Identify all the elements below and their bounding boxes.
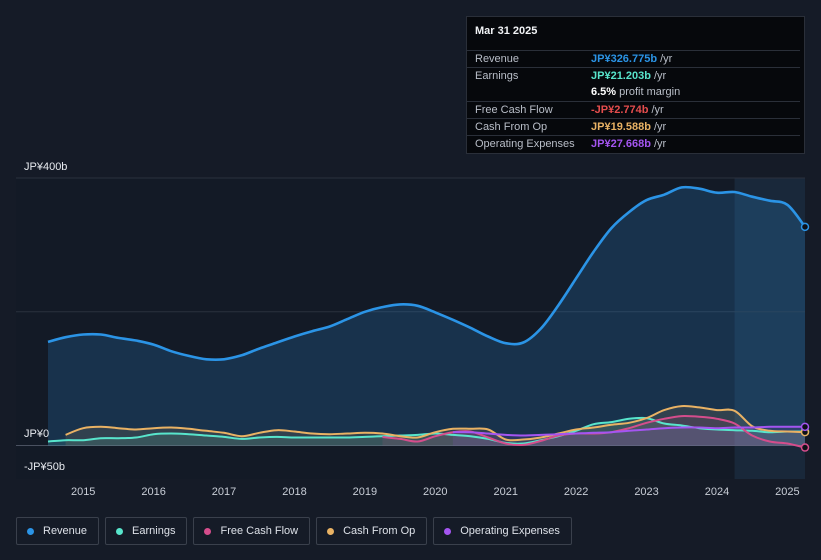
tooltip-label: Revenue bbox=[475, 53, 520, 65]
x-tick-label: 2020 bbox=[423, 486, 447, 498]
legend-label: Free Cash Flow bbox=[220, 525, 299, 537]
tooltip-value: 6.5% profit margin bbox=[591, 86, 681, 98]
legend-dot-icon bbox=[116, 527, 124, 535]
legend-item-earnings[interactable]: Earnings bbox=[105, 517, 188, 545]
legend-label: Cash From Op bbox=[343, 525, 416, 537]
operating-expenses-end-marker bbox=[800, 422, 810, 432]
earnings-line bbox=[47, 416, 806, 445]
tooltip-row-earnings: Earnings JP¥21.203b/yr bbox=[467, 67, 800, 85]
x-tick-label: 2019 bbox=[353, 486, 377, 498]
x-tick-label: 2024 bbox=[705, 486, 729, 498]
data-tooltip: Mar 31 2025 Revenue JP¥326.775b/yr Earni… bbox=[466, 16, 805, 154]
legend-label: Revenue bbox=[43, 525, 88, 537]
legend-item-revenue[interactable]: Revenue bbox=[16, 517, 100, 545]
tooltip-value: JP¥326.775b/yr bbox=[591, 53, 673, 65]
revenue-area bbox=[48, 187, 805, 446]
x-tick-label: 2018 bbox=[282, 486, 306, 498]
tooltip-row-margin: 6.5% profit margin bbox=[467, 84, 800, 101]
revenue-line bbox=[47, 185, 807, 362]
legend-item-free-cash-flow[interactable]: Free Cash Flow bbox=[193, 517, 311, 545]
tooltip-value: -JP¥2.774b/yr bbox=[591, 104, 664, 116]
tooltip-label: Earnings bbox=[475, 70, 519, 82]
tooltip-value: JP¥21.203b/yr bbox=[591, 70, 667, 82]
tooltip-row-revenue: Revenue JP¥326.775b/yr bbox=[467, 50, 800, 68]
x-tick-label: 2017 bbox=[212, 486, 236, 498]
legend-item-cash-from-op[interactable]: Cash From Op bbox=[316, 517, 428, 545]
x-tick-label: 2015 bbox=[71, 486, 95, 498]
free-cash-flow-end-marker bbox=[800, 443, 810, 452]
legend-label: Earnings bbox=[132, 525, 176, 537]
legend-dot-icon bbox=[204, 527, 212, 535]
tooltip-value: JP¥19.588b/yr bbox=[591, 121, 667, 133]
tooltip-label: Free Cash Flow bbox=[475, 104, 553, 116]
x-tick-label: 2023 bbox=[634, 486, 658, 498]
past-data-shading bbox=[734, 178, 805, 479]
tooltip-label: Cash From Op bbox=[475, 121, 548, 133]
tooltip-row-fcf: Free Cash Flow -JP¥2.774b/yr bbox=[467, 101, 800, 119]
tooltip-row-cfo: Cash From Op JP¥19.588b/yr bbox=[467, 118, 800, 136]
y-label-bottom: -JP¥50b bbox=[24, 461, 65, 473]
cash-from-op-line bbox=[65, 404, 806, 442]
legend-dot-icon bbox=[444, 527, 452, 535]
chart-legend: Revenue Earnings Free Cash Flow Cash Fro… bbox=[16, 517, 572, 547]
legend-dot-icon bbox=[327, 527, 335, 535]
x-tick-label: 2021 bbox=[493, 486, 517, 498]
revenue-end-marker bbox=[800, 222, 810, 232]
y-label-zero: JP¥0 bbox=[24, 428, 50, 440]
tooltip-label: Operating Expenses bbox=[475, 138, 575, 150]
tooltip-date: Mar 31 2025 bbox=[475, 25, 538, 37]
legend-dot-icon bbox=[27, 527, 34, 535]
x-tick-label: 2025 bbox=[775, 486, 799, 498]
tooltip-row-opex: Operating Expenses JP¥27.668b/yr bbox=[467, 135, 800, 153]
x-tick-label: 2016 bbox=[141, 486, 165, 498]
operating-expenses-line bbox=[452, 425, 805, 437]
legend-item-operating-expenses[interactable]: Operating Expenses bbox=[433, 517, 572, 545]
x-tick-label: 2022 bbox=[564, 486, 588, 498]
legend-label: Operating Expenses bbox=[460, 525, 560, 537]
tooltip-value: JP¥27.668b/yr bbox=[591, 138, 667, 150]
y-label-top: JP¥400b bbox=[24, 161, 68, 173]
